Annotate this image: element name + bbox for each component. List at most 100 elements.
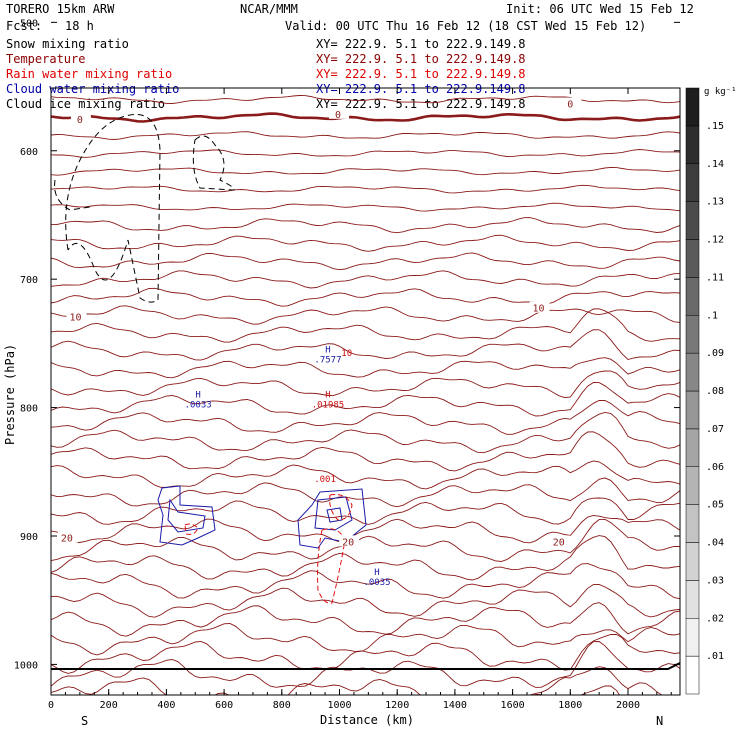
colorbar-unit: g kg⁻¹ bbox=[704, 87, 737, 97]
isotherm bbox=[51, 131, 680, 140]
colorbar-tick-label: .07 bbox=[706, 424, 724, 435]
valid-time: Valid: 00 UTC Thu 16 Feb 12 (18 CST Wed … bbox=[285, 19, 646, 33]
y-axis-label: Pressure (hPa) bbox=[3, 344, 17, 445]
cloud-ice-contour bbox=[54, 179, 91, 211]
colorbar-bin bbox=[685, 201, 700, 240]
x-tick-label: 1000 bbox=[327, 700, 351, 711]
isotherm-label: 0 bbox=[567, 100, 573, 111]
h-marker: H bbox=[374, 568, 379, 578]
field-name: Temperature bbox=[6, 52, 85, 66]
colorbar-tick-label: .03 bbox=[706, 575, 724, 586]
isotherm-label-bg bbox=[549, 535, 570, 547]
y-tick-label: 900 bbox=[20, 532, 38, 543]
rain-water-contours bbox=[184, 494, 353, 604]
model-title: TORERO 15km ARW bbox=[6, 2, 115, 16]
isotherm bbox=[51, 287, 680, 307]
isotherm-label: 10 bbox=[69, 313, 81, 324]
x-tick-label: 600 bbox=[215, 700, 233, 711]
field-xy: XY= 222.9. 5.1 to 222.9.149.8 bbox=[316, 67, 526, 81]
axes: 0200400600800100012001400160018002000200… bbox=[14, 18, 680, 711]
isotherm-label: 0 bbox=[77, 115, 83, 126]
isotherm bbox=[51, 584, 680, 618]
temperature-isotherms bbox=[51, 95, 680, 695]
colorbar-bin bbox=[685, 125, 700, 164]
colorbar-tick-label: .11 bbox=[706, 272, 724, 283]
colorbar-bin bbox=[685, 466, 700, 505]
isotherm bbox=[51, 370, 680, 398]
colorbar-bin bbox=[685, 277, 700, 316]
colorbar-tick-label: .06 bbox=[706, 462, 724, 473]
isotherm-label: 20 bbox=[342, 537, 354, 548]
colorbar-tick-label: .15 bbox=[706, 121, 724, 132]
isotherm bbox=[51, 217, 680, 234]
isotherm bbox=[51, 602, 680, 637]
fcst-label: Fcst: bbox=[6, 19, 42, 33]
fcst-value: 18 h bbox=[65, 19, 94, 33]
cloud-water-contour bbox=[314, 496, 353, 531]
isotherm bbox=[51, 252, 680, 271]
colorbar-tick-label: .1 bbox=[706, 310, 718, 321]
colorbar-tick-label: .08 bbox=[706, 386, 724, 397]
cloud-water-contour bbox=[297, 488, 367, 549]
x-end-right: N bbox=[656, 714, 663, 728]
field-xy: XY= 222.9. 5.1 to 222.9.149.8 bbox=[316, 52, 526, 66]
colorbar-tick-label: .01 bbox=[706, 651, 724, 662]
colorbar-bin bbox=[685, 352, 700, 392]
isotherm-label-bg bbox=[561, 97, 582, 109]
colorbar-bin bbox=[685, 239, 700, 278]
field-xy: XY= 222.9. 5.1 to 222.9.149.8 bbox=[316, 97, 526, 111]
isotherm bbox=[51, 270, 680, 289]
colorbar-tick-label: .13 bbox=[706, 197, 724, 208]
rain-water-contour bbox=[317, 528, 346, 604]
snow-shade-blob bbox=[135, 0, 158, 12]
x-tick-label: 0 bbox=[48, 700, 54, 711]
colorbar-bin bbox=[685, 428, 700, 467]
field-name: Snow mixing ratio bbox=[6, 37, 129, 51]
colorbar-bin bbox=[685, 87, 700, 127]
x-tick-label: 2000 bbox=[616, 700, 640, 711]
x-tick-label: 1200 bbox=[385, 700, 409, 711]
field-name: Cloud ice mixing ratio bbox=[6, 97, 165, 111]
isotherm bbox=[51, 633, 680, 674]
colorbar-bin bbox=[685, 655, 700, 695]
value-annotation: .001 bbox=[314, 475, 336, 485]
isotherm bbox=[51, 305, 680, 325]
x-tick-label: 1400 bbox=[443, 700, 467, 711]
isotherm bbox=[51, 623, 680, 656]
isotherm-label: 0 bbox=[335, 110, 341, 121]
isotherm bbox=[51, 411, 680, 454]
cloud-water-contours bbox=[157, 485, 367, 549]
x-end-left: S bbox=[81, 714, 88, 728]
colorbar-bin bbox=[685, 163, 700, 202]
contour-labels: -30-30-20-20-20-10-10-100001010202020-79… bbox=[57, 97, 582, 588]
cloud-ice-contours bbox=[54, 113, 235, 303]
x-axis-label: Distance (km) bbox=[320, 713, 414, 727]
isotherm bbox=[51, 202, 680, 212]
value-annotation: .01985 bbox=[312, 401, 345, 411]
colorbar-tick-label: .02 bbox=[706, 613, 724, 624]
isotherm bbox=[51, 329, 680, 361]
isotherm-label-bg bbox=[66, 310, 87, 322]
value-annotation: 10 bbox=[341, 349, 352, 359]
cloud-water-contour bbox=[167, 498, 206, 533]
isotherm bbox=[51, 477, 680, 508]
x-tick-label: 1600 bbox=[501, 700, 525, 711]
isotherm-label-bg bbox=[70, 112, 91, 124]
field-xy: XY= 222.9. 5.1 to 222.9.149.8 bbox=[316, 82, 526, 96]
isotherm bbox=[51, 666, 663, 695]
isotherm-label-bg bbox=[329, 107, 350, 119]
cloud-water-contour bbox=[157, 485, 216, 546]
x-tick-label: 200 bbox=[100, 700, 118, 711]
rain-water-contour bbox=[184, 523, 199, 535]
isotherm-label-bg bbox=[57, 531, 78, 543]
h-marker: H bbox=[325, 346, 330, 356]
colorbar-bin bbox=[685, 580, 700, 619]
isotherm-label: 20 bbox=[553, 537, 565, 548]
field-name: Rain water mixing ratio bbox=[6, 67, 172, 81]
isotherm bbox=[51, 308, 680, 343]
isotherm bbox=[51, 460, 680, 490]
isotherm bbox=[51, 184, 680, 194]
field-name: Cloud water mixing ratio bbox=[6, 82, 179, 96]
colorbar-bin bbox=[685, 504, 700, 543]
